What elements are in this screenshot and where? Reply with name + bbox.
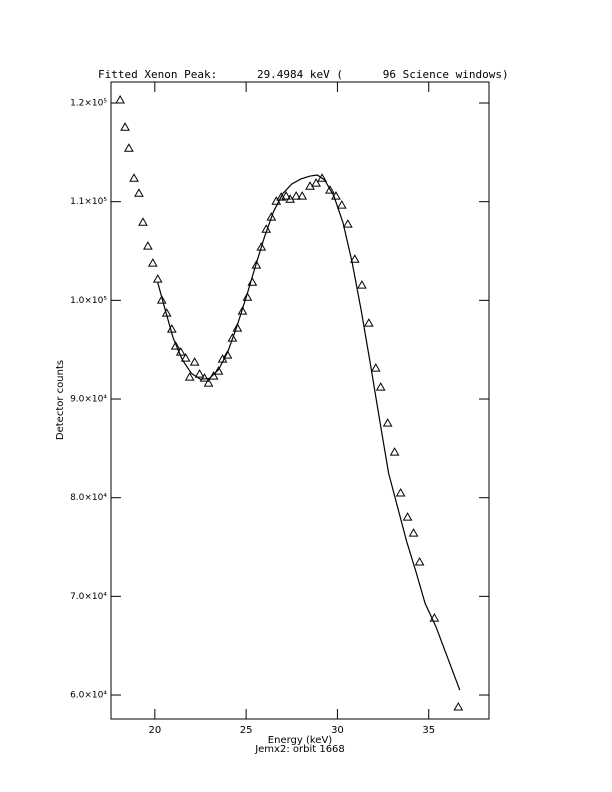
data-point — [389, 447, 400, 456]
data-point — [180, 353, 191, 362]
data-point — [189, 357, 200, 366]
plot-frame — [110, 81, 490, 720]
data-point — [213, 366, 224, 375]
data-point — [227, 333, 238, 342]
data-point — [237, 306, 248, 315]
data-point — [342, 219, 353, 228]
data-point — [266, 212, 277, 221]
data-point — [402, 512, 413, 521]
data-point — [124, 143, 134, 152]
x-tick-label: 30 — [331, 725, 344, 736]
y-tick-label: 1.1×10⁵ — [70, 197, 107, 207]
data-point — [129, 173, 139, 182]
subtitle: Jemx2: orbit 1668 — [254, 744, 345, 755]
y-tick-label: 9.0×10⁴ — [70, 395, 107, 405]
y-tick-label: 8.0×10⁴ — [70, 493, 107, 503]
data-point — [297, 191, 308, 200]
data-point — [120, 122, 130, 131]
data-point — [325, 185, 335, 194]
data-point — [395, 488, 406, 497]
data-point — [152, 274, 163, 283]
data-point — [311, 178, 321, 187]
data-point — [382, 418, 393, 427]
chart-title: Fitted Xenon Peak: 29.4984 keV ( 96 Scie… — [98, 68, 509, 81]
data-point — [134, 188, 144, 197]
data-point — [429, 613, 440, 622]
data-point — [336, 200, 347, 209]
data-point — [115, 95, 125, 104]
data-point — [222, 350, 233, 359]
x-tick-label: 25 — [240, 725, 253, 736]
y-tick-label: 7.0×10⁴ — [70, 592, 107, 602]
data-point — [242, 292, 253, 301]
data-point — [271, 196, 282, 205]
data-point — [317, 173, 327, 182]
data-point — [363, 318, 374, 327]
x-tick-label: 20 — [148, 725, 161, 736]
data-point — [184, 372, 195, 381]
data-point — [453, 702, 464, 711]
data-point — [251, 260, 262, 269]
data-point — [414, 557, 425, 566]
y-tick-label: 6.0×10⁴ — [70, 691, 107, 701]
data-point — [370, 363, 381, 372]
data-point — [203, 378, 214, 387]
x-tick-label: 35 — [422, 725, 435, 736]
data-point — [199, 373, 210, 382]
data-point — [208, 371, 219, 380]
data-point — [147, 258, 158, 267]
data-point — [408, 528, 419, 537]
data-point — [156, 295, 167, 304]
data-point — [256, 242, 267, 251]
data-point — [357, 280, 367, 289]
data-point — [349, 254, 360, 263]
data-point — [143, 241, 153, 250]
data-point — [375, 382, 386, 391]
data-point — [232, 323, 243, 332]
x-axis-label: Energy (keV) — [268, 735, 333, 746]
y-axis-label: Detector counts — [55, 360, 66, 440]
data-point — [170, 341, 181, 350]
y-tick-label: 1.2×10⁵ — [70, 99, 107, 109]
data-point — [138, 217, 148, 226]
data-point — [291, 191, 302, 200]
y-tick-label: 1.0×10⁵ — [70, 296, 107, 306]
data-point — [281, 191, 291, 200]
data-point — [194, 369, 205, 378]
fit-line — [157, 174, 461, 691]
